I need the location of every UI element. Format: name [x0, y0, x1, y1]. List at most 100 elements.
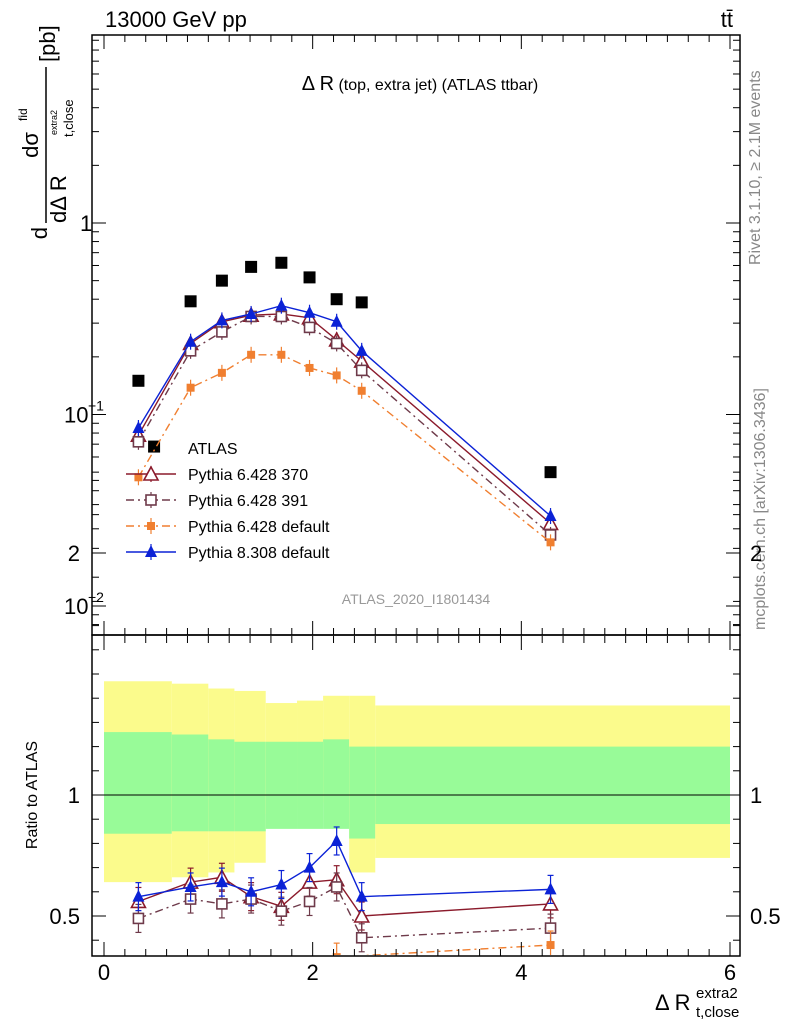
data-point — [330, 293, 343, 306]
ylabel-sup: extra2 — [49, 110, 59, 135]
data-point — [544, 466, 557, 479]
legend-label: Pythia 8.308 default — [188, 545, 330, 562]
data-point — [184, 295, 197, 308]
data-point — [544, 509, 557, 522]
legend-label: Pythia 6.428 391 — [188, 493, 308, 510]
band-green — [349, 746, 376, 839]
data-point — [303, 321, 316, 334]
legend-entry-pythia-6-428-391: Pythia 6.428 391 — [126, 492, 308, 510]
ratio-point — [330, 881, 343, 893]
ratio-y-tick-label-right: 1 — [750, 783, 762, 808]
ratio-series-pythia-6-428-default — [332, 930, 555, 955]
ratio-point — [355, 931, 368, 944]
ratio-line — [138, 886, 551, 939]
ratio-point — [544, 882, 557, 895]
data-point — [275, 256, 288, 269]
xlabel: Δ R — [655, 990, 690, 1015]
data-point — [277, 350, 286, 359]
band-green — [208, 739, 235, 832]
ratio-point — [330, 833, 343, 846]
ylabel-unit: [pb] — [35, 25, 60, 62]
main-ticks: 110−110−2 — [64, 35, 740, 635]
ratio-y-tick-label-right: 0.5 — [750, 904, 781, 929]
data-point — [305, 363, 314, 372]
ratio-point — [245, 884, 258, 897]
data-point — [245, 306, 258, 319]
data-point — [217, 368, 226, 377]
main-panel: 110−110−2 Δ R (top, extra jet) (ATLAS tt… — [16, 25, 741, 636]
data-point — [215, 313, 228, 326]
xlabel-sub: t,close — [696, 1004, 739, 1021]
series-pythia-8-308-default — [132, 297, 557, 525]
legend-entry-pythia-6-428-default: Pythia 6.428 default — [126, 518, 330, 536]
band-green — [171, 734, 209, 832]
x-tick-label: 6 — [724, 960, 736, 985]
ratio-y-tick-label-left: 2 — [68, 541, 80, 566]
legend-label: Pythia 6.428 370 — [188, 467, 308, 484]
band-green — [375, 746, 730, 825]
main-title: Δ R (top, extra jet) (ATLAS ttbar) — [302, 73, 538, 95]
data-point — [303, 305, 316, 318]
data-point — [355, 296, 368, 309]
ratio-bands — [104, 681, 730, 883]
data-point — [148, 440, 161, 453]
ratio-series — [130, 826, 559, 955]
x-tick-label: 0 — [98, 960, 110, 985]
legend-marker — [147, 522, 155, 530]
legend-entry-atlas: ATLAS — [188, 441, 238, 458]
data-point — [215, 274, 228, 287]
legend-entry-pythia-8-308-default: Pythia 8.308 default — [126, 544, 330, 562]
xlabel-sup: extra2 — [696, 985, 738, 1002]
legend-label: Pythia 6.428 default — [188, 519, 330, 536]
x-tick-label: 4 — [515, 960, 527, 985]
data-point — [186, 383, 195, 392]
series-atlas — [132, 256, 557, 479]
ylabel-sub: t,close — [61, 99, 76, 137]
ratio-point — [332, 953, 341, 955]
data-point — [330, 337, 343, 350]
ratio-point — [355, 889, 368, 902]
data-point — [355, 364, 368, 377]
data-point — [330, 314, 343, 327]
ratio-y-tick-label-right: 2 — [750, 541, 762, 566]
ratio-y-tick-label-left: 0.5 — [49, 904, 80, 929]
mcplots-label: mcplots.cern.ch [arXiv:1306.3436] — [752, 388, 769, 630]
main-title-detail: (top, extra jet) (ATLAS ttbar) — [334, 77, 538, 94]
band-green — [265, 741, 298, 829]
ratio-y-tick-label-left: 1 — [68, 783, 80, 808]
legend-label: ATLAS — [188, 441, 238, 458]
ratio-point — [132, 912, 145, 925]
legend-marker — [145, 494, 157, 506]
data-point — [245, 260, 258, 273]
x-tick-label: 2 — [307, 960, 319, 985]
ratio-point — [184, 879, 197, 892]
ylabel-numerator: dσ — [18, 132, 43, 158]
data-point — [303, 271, 316, 284]
header-energy: 13000 GeV pp — [105, 7, 247, 32]
ratio-point — [546, 941, 555, 950]
data-point — [275, 298, 288, 311]
series-pythia-6-428-default — [134, 346, 555, 551]
ratio-point — [275, 905, 288, 917]
legend-entry-pythia-6-428-370: Pythia 6.428 370 — [126, 465, 308, 484]
main-ylabel: d dσ fid dΔ R t,close extra2 [pb] — [16, 25, 76, 239]
ratio-ylabel: Ratio to ATLAS — [24, 741, 41, 849]
y-tick-label-exponent: −2 — [88, 589, 104, 605]
ratio-line — [138, 876, 551, 917]
ratio-point — [216, 898, 228, 910]
ratio-point — [132, 889, 145, 902]
band-green — [234, 741, 266, 832]
data-point — [132, 421, 145, 434]
legend: ATLAS Pythia 6.428 370 Pythia 6.428 391 Pyt… — [126, 441, 330, 562]
ratio-point — [303, 860, 316, 873]
ylabel-denominator: dΔ R — [46, 175, 71, 223]
data-point — [357, 386, 366, 395]
ylabel-d: d — [27, 227, 52, 239]
ratio-point — [303, 895, 316, 908]
y-tick-label: 1 — [80, 211, 92, 236]
legend-marker — [142, 465, 160, 481]
data-point — [546, 538, 555, 547]
ratio-series-pythia-8-308-default — [132, 826, 557, 912]
ratio-point — [275, 877, 288, 890]
